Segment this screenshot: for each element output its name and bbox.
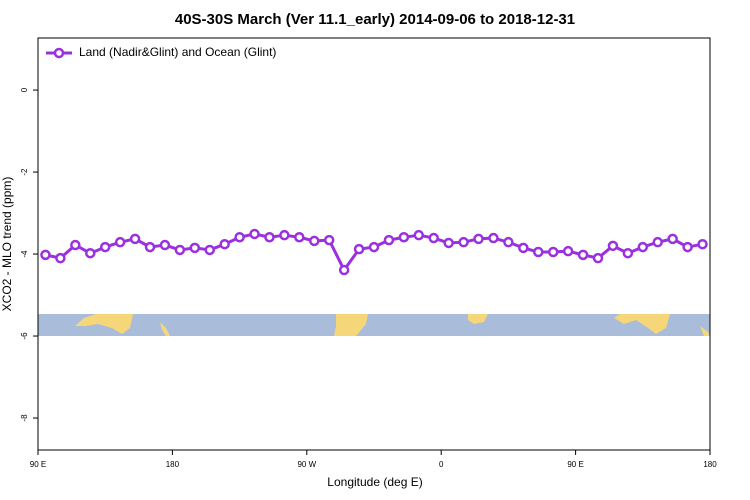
point — [637, 241, 649, 253]
point — [398, 231, 410, 243]
point — [353, 243, 365, 255]
x-tick-label: 90 E — [30, 460, 46, 469]
y-tick-label: -2 — [20, 168, 29, 176]
point — [577, 249, 589, 261]
point — [189, 242, 201, 254]
point — [204, 244, 215, 256]
point — [682, 241, 693, 253]
point — [99, 241, 111, 253]
point — [85, 247, 96, 259]
legend-marker — [53, 47, 65, 59]
point — [413, 229, 425, 241]
point — [607, 240, 619, 252]
map-strip — [38, 314, 710, 336]
x-tick-label: 180 — [703, 460, 717, 469]
point — [383, 234, 395, 246]
x-tick-label: 90 W — [297, 460, 316, 469]
plot-frame — [37, 37, 711, 451]
x-tick-label: 180 — [166, 460, 180, 469]
point — [622, 247, 634, 259]
x-axis-label: Longitude (deg E) — [327, 475, 422, 489]
point — [323, 234, 335, 246]
point — [114, 236, 126, 248]
point — [144, 241, 156, 253]
point — [547, 246, 559, 258]
point — [592, 252, 604, 264]
point — [55, 252, 66, 264]
point — [697, 238, 708, 250]
point — [309, 235, 320, 247]
point — [518, 242, 529, 254]
point — [458, 236, 469, 248]
point — [249, 228, 260, 240]
point — [338, 264, 350, 276]
point — [294, 231, 305, 243]
chart-title: 40S-30S March (Ver 11.1_early) 2014-09-0… — [175, 11, 575, 28]
point — [264, 231, 275, 243]
point — [234, 231, 245, 243]
y-tick-label: -6 — [20, 332, 29, 340]
point — [562, 245, 574, 257]
point — [428, 232, 439, 244]
point — [533, 246, 544, 258]
point — [368, 241, 380, 253]
point — [219, 238, 230, 250]
point — [652, 236, 663, 248]
point — [473, 233, 484, 245]
y-tick-label: -4 — [20, 250, 29, 258]
point — [443, 237, 454, 249]
x-tick-label: 0 — [439, 460, 444, 469]
point — [70, 239, 81, 251]
point — [503, 236, 514, 248]
x-tick-label: 90 E — [567, 460, 583, 469]
y-axis-label: XCO2 - MLO trend (ppm) — [0, 177, 14, 312]
y-tick-label: -8 — [20, 414, 29, 422]
point — [129, 233, 141, 245]
point — [279, 229, 290, 241]
point — [40, 249, 51, 261]
point — [174, 244, 186, 256]
point — [667, 233, 678, 245]
y-tick-label: 0 — [20, 87, 29, 92]
point — [159, 239, 171, 251]
point — [488, 232, 499, 244]
legend-label: Land (Nadir&Glint) and Ocean (Glint) — [79, 45, 276, 59]
